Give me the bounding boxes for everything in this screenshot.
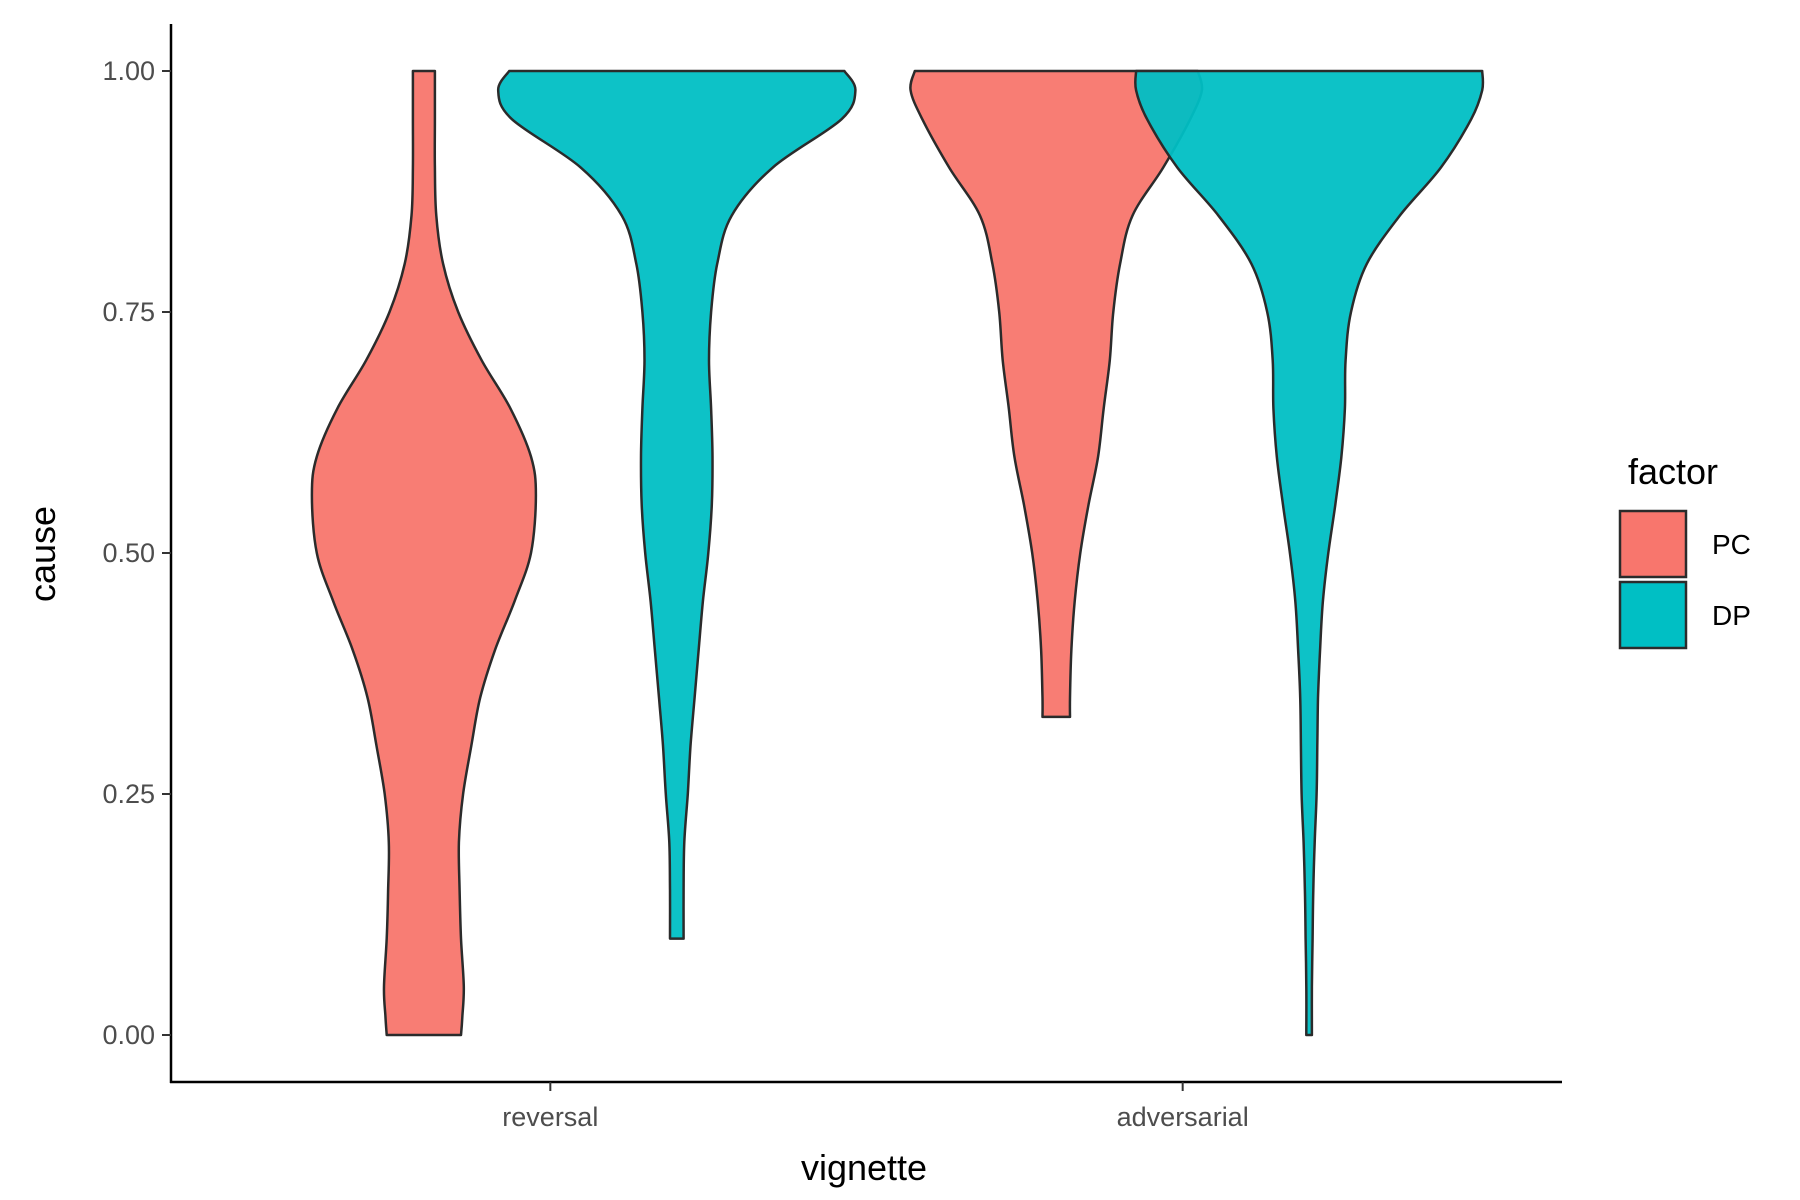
violin-pc-adversarial [909,69,1204,719]
legend-swatch-pc [1618,509,1688,579]
legend: factor PC DP [1618,451,1751,650]
y-tick-label: 0.00 [102,1020,155,1050]
x-tick-label: reversal [502,1102,598,1132]
y-tick-label: 0.75 [102,297,155,327]
y-tick-label: 1.00 [102,56,155,86]
y-axis-title: cause [22,506,63,602]
violin-dp-reversal [496,69,857,940]
y-tick-label: 0.50 [102,538,155,568]
x-axis-title: vignette [801,1147,927,1188]
violin-dp-adversarial [1134,69,1485,1037]
y-tick-label: 0.25 [102,779,155,809]
x-tick-label: adversarial [1117,1102,1249,1132]
legend-label-dp: DP [1712,600,1751,631]
legend-label-pc: PC [1712,529,1751,560]
y-ticks: 0.00 0.25 0.50 0.75 1.00 [102,56,171,1050]
violin-layer [310,69,1485,1037]
x-ticks: reversal adversarial [502,1082,1249,1132]
legend-title: factor [1628,451,1718,492]
violin-pc-reversal [310,69,538,1037]
legend-swatch-dp [1618,580,1688,650]
